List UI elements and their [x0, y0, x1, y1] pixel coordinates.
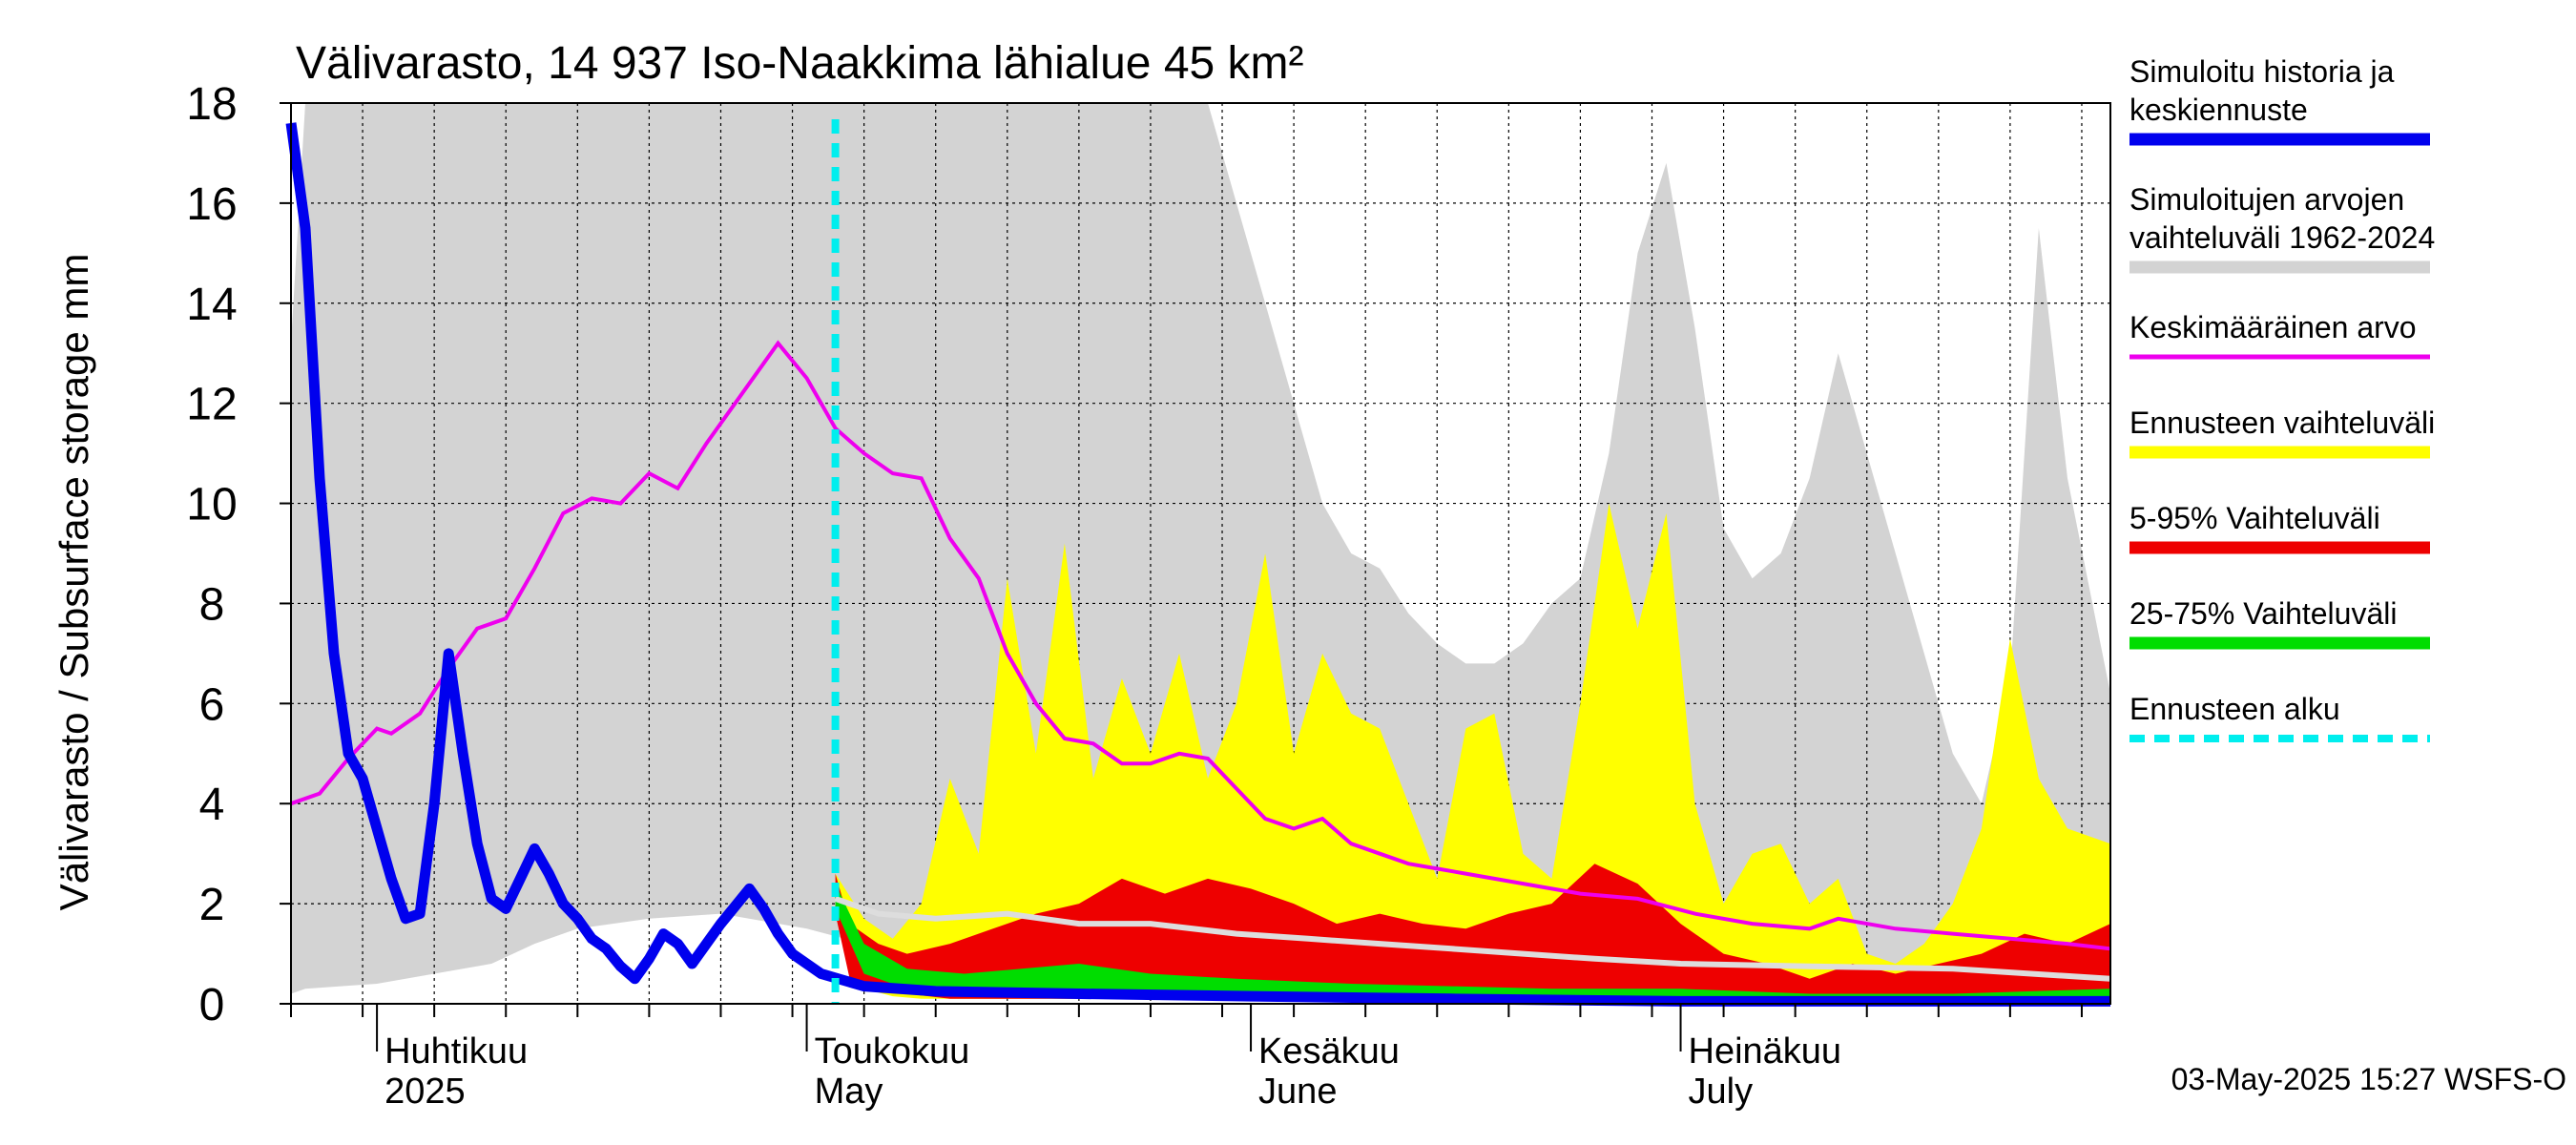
y-tick-label: 10 — [186, 480, 237, 531]
y-tick-label: 12 — [186, 380, 237, 430]
y-tick-label: 6 — [199, 679, 225, 730]
x-month-label: Kesäkuu — [1258, 1031, 1400, 1072]
series-mean-line — [290, 340, 2111, 951]
y-tick-label: 0 — [199, 980, 225, 1030]
y-tick-label: 16 — [186, 179, 237, 230]
y-tick-label: 14 — [186, 280, 237, 330]
y-tick-label: 8 — [199, 579, 225, 630]
band-forecast-range — [835, 503, 2110, 999]
legend-label: 25-75% Vaihteluväli — [2129, 596, 2397, 631]
x-month-sublabel: June — [1258, 1072, 1337, 1112]
series-history-line — [285, 122, 2110, 1007]
x-month-sublabel: 2025 — [384, 1072, 466, 1112]
y-axis-label: Välivarasto / Subsurface storage mm — [52, 254, 96, 911]
plot-frame — [290, 102, 2111, 1005]
chart-title: Välivarasto, 14 937 Iso-Naakkima lähialu… — [296, 38, 1304, 89]
series-median-line — [834, 896, 2111, 982]
y-tick-label: 18 — [186, 79, 237, 130]
legend-label: vaihteluväli 1962-2024 — [2129, 220, 2435, 255]
band-5-95 — [835, 864, 2110, 999]
x-month-label: Huhtikuu — [384, 1031, 528, 1072]
x-month-sublabel: July — [1689, 1072, 1754, 1112]
legend-label: Simuloitu historia ja — [2129, 54, 2395, 89]
x-month-label: Heinäkuu — [1689, 1031, 1842, 1072]
legend-label: Ennusteen vaihteluväli — [2129, 406, 2435, 440]
legend-label: 5-95% Vaihteluväli — [2129, 501, 2380, 535]
x-month-sublabel: May — [815, 1072, 883, 1112]
y-tick-label: 2 — [199, 880, 225, 930]
legend-label: Keskimääräinen arvo — [2129, 310, 2417, 344]
legend-label: keskiennuste — [2129, 93, 2308, 127]
legend-label: Simuloitujen arvojen — [2129, 182, 2404, 217]
legend: Simuloitu historia ja keskiennuste Simuloi… — [2129, 54, 2435, 742]
legend-label: Ennusteen alku — [2129, 692, 2340, 726]
x-month-label: Toukokuu — [815, 1031, 970, 1072]
footer-timestamp: 03-May-2025 15:27 WSFS-O — [2171, 1062, 2566, 1096]
y-tick-label: 4 — [199, 780, 225, 830]
